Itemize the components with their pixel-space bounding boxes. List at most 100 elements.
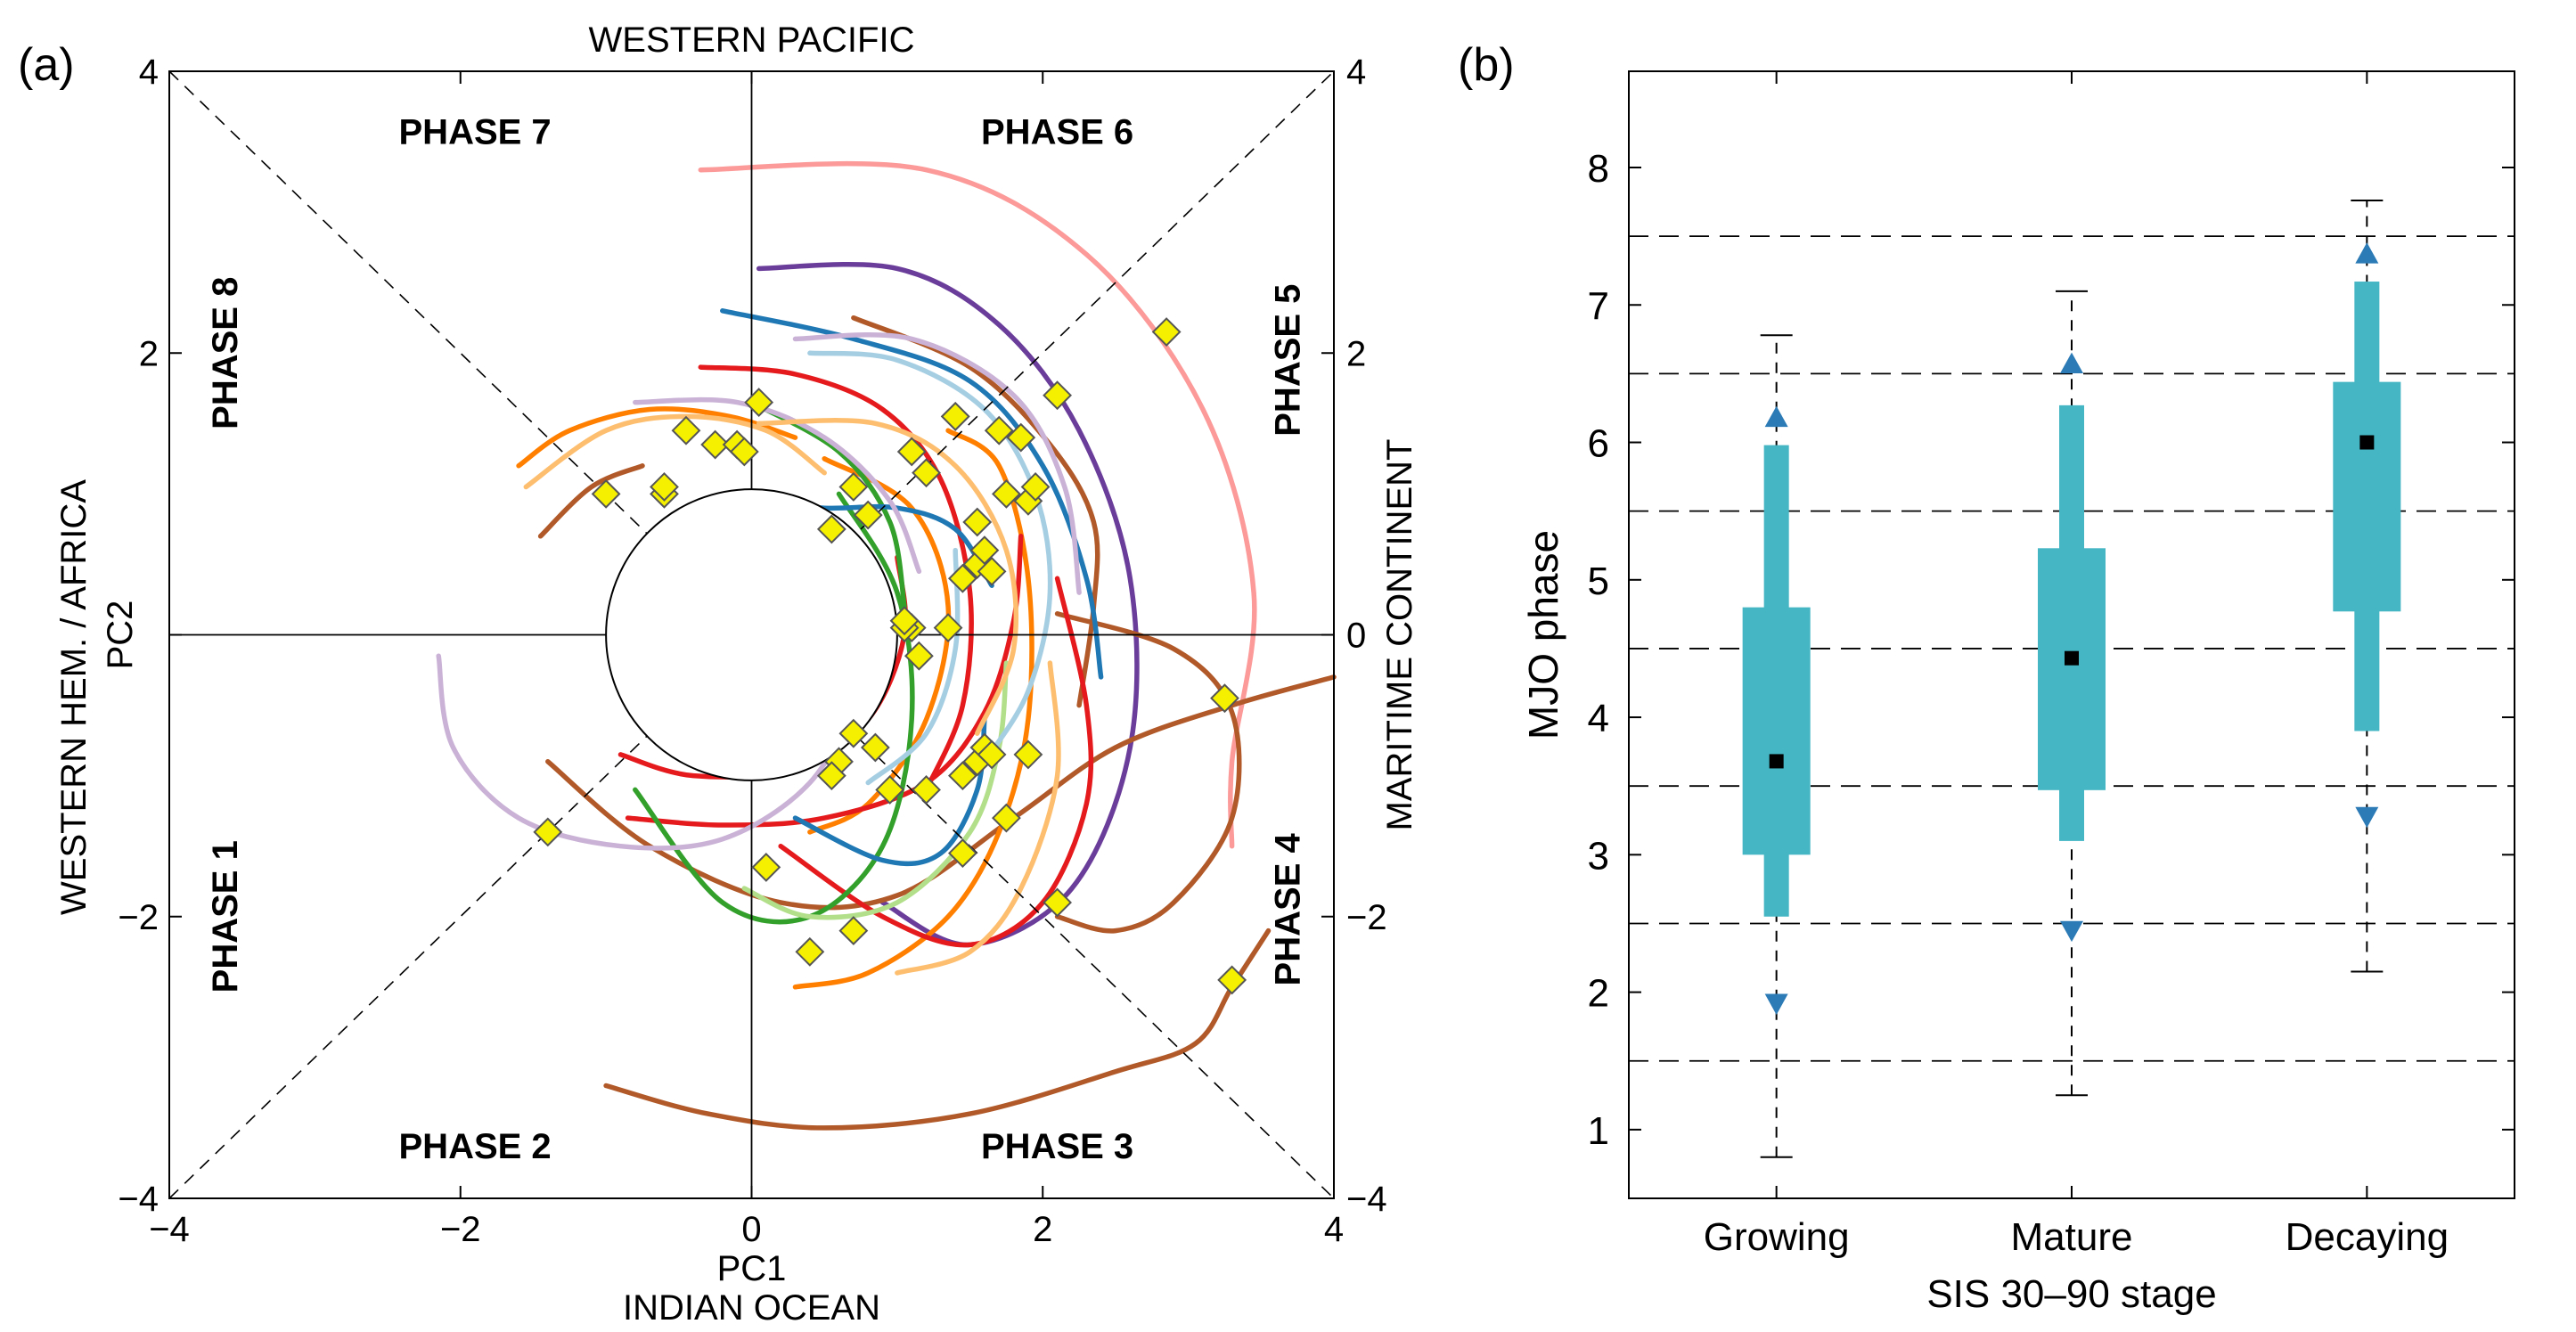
x-tick-label: 4 <box>1324 1210 1344 1249</box>
marker-diamond <box>940 401 970 431</box>
marker-diamond <box>650 472 679 502</box>
marker-diamond <box>977 556 1007 586</box>
marker-diamond <box>795 936 825 967</box>
y-tick-label: 8 <box>1588 147 1609 191</box>
marker-diamond <box>1217 965 1247 995</box>
marker-diamond <box>1013 740 1043 770</box>
trajectory-line <box>865 547 961 786</box>
marker-diamond <box>962 507 993 537</box>
marker-diamond <box>904 641 934 671</box>
diagonal-divider <box>168 70 1335 1199</box>
panel-label-a: (a) <box>18 39 75 91</box>
region-label-maritime-continent: MARITIME CONTINENT <box>1380 439 1419 831</box>
box-plot-ticks: Growing Mature Decaying 1 2 3 4 5 6 7 8 <box>1588 71 2515 1259</box>
trajectory-line <box>720 308 1104 680</box>
marker-diamond <box>896 437 927 467</box>
trajectory-line <box>778 576 1094 948</box>
trajectory-line <box>633 491 915 925</box>
phase-label: PHASE 1 <box>206 840 245 993</box>
x-axis-label-stage: SIS 30–90 stage <box>1926 1272 2216 1316</box>
marker-diamond <box>729 437 759 467</box>
marker-diamond <box>816 761 846 791</box>
marker-diamond <box>947 838 977 869</box>
marker-diamond <box>751 852 781 882</box>
phase-label: PHASE 5 <box>1269 284 1308 437</box>
marker-diamond <box>700 429 731 460</box>
y-tick-label-right: 2 <box>1346 334 1366 373</box>
trajectory-line <box>698 364 974 793</box>
phase-label: PHASE 3 <box>981 1127 1133 1166</box>
upper-extreme-marker <box>2355 242 2379 264</box>
category-label: Decaying <box>2286 1215 2449 1259</box>
y-tick-label-left: 2 <box>139 334 159 373</box>
category-label: Mature <box>2011 1215 2133 1259</box>
trajectory-line <box>756 418 1019 736</box>
marker-diamond <box>853 500 883 530</box>
upper-extreme-marker <box>2060 352 2083 373</box>
trajectory-line <box>603 927 1272 1131</box>
region-label-western-pacific: WESTERN PACIFIC <box>589 20 915 60</box>
trajectory-line <box>633 396 922 575</box>
interquartile-box <box>1742 607 1811 855</box>
trajectory-end-markers <box>533 317 1247 995</box>
y-tick-label-right: 0 <box>1346 617 1366 656</box>
marker-diamond <box>1020 472 1051 502</box>
y-tick-label-left: −4 <box>118 1180 159 1219</box>
y-tick-label: 6 <box>1588 422 1609 466</box>
x-tick-label: 2 <box>1033 1210 1052 1249</box>
marker-diamond <box>533 817 563 847</box>
marker-diamond <box>1043 887 1073 918</box>
marker-diamond <box>744 388 774 418</box>
x-axis-label-pc1: PC1 <box>717 1249 787 1288</box>
upper-extreme-marker <box>1764 405 1788 428</box>
y-tick-label-left: −2 <box>118 898 159 937</box>
region-label-indian-ocean: INDIAN OCEAN <box>623 1288 880 1328</box>
category-label: Growing <box>1704 1215 1850 1259</box>
median-marker <box>2359 435 2375 450</box>
marker-diamond <box>860 732 890 763</box>
box-mature <box>2038 290 2106 1097</box>
trajectory-line <box>792 331 1082 595</box>
marker-diamond <box>591 478 621 509</box>
marker-diamond <box>969 535 1000 566</box>
box-growing <box>1742 334 1811 1158</box>
y-tick-label: 7 <box>1588 284 1609 328</box>
interquartile-box <box>2333 381 2401 612</box>
marker-diamond <box>671 415 701 445</box>
marker-diamond <box>889 606 920 636</box>
phase-label: PHASE 2 <box>399 1127 552 1166</box>
marker-diamond <box>912 458 941 488</box>
phase-label: PHASE 6 <box>981 113 1133 152</box>
marker-diamond <box>977 740 1007 770</box>
median-marker <box>2065 650 2079 666</box>
trajectory-line <box>756 261 1140 948</box>
marker-diamond <box>947 761 977 791</box>
y-tick-label: 2 <box>1588 972 1609 1016</box>
phase-label: PHASE 4 <box>1269 833 1308 986</box>
x-tick-label: −2 <box>440 1210 481 1249</box>
box-decaying <box>2333 200 2401 973</box>
marker-diamond <box>1151 317 1182 347</box>
y-tick-label: 3 <box>1588 834 1609 878</box>
y-tick-label-right: 4 <box>1346 53 1366 92</box>
diagonal-divider <box>168 70 1335 1199</box>
trajectory-line <box>807 456 952 835</box>
y-axis-label-pc2: PC2 <box>101 601 140 670</box>
marker-diamond <box>838 916 869 945</box>
trajectory-line <box>537 463 645 539</box>
phase-diagram-guides <box>168 70 1335 1199</box>
phase-diagram-ticks: −4 −2 0 2 4−4 −4−2 −202 24 4 <box>118 53 1386 1249</box>
marker-diamond <box>912 775 941 805</box>
box-plots <box>1742 200 2401 1158</box>
marker-diamond <box>1043 380 1073 411</box>
marker-diamond <box>1210 683 1239 714</box>
marker-diamond <box>933 613 963 643</box>
marker-diamond <box>838 718 869 748</box>
marker-diamond <box>947 563 977 593</box>
phase-label: PHASE 7 <box>399 113 552 152</box>
trajectory-line <box>516 406 798 469</box>
trajectory-line <box>1054 611 1242 934</box>
x-tick-label: −4 <box>149 1210 190 1249</box>
